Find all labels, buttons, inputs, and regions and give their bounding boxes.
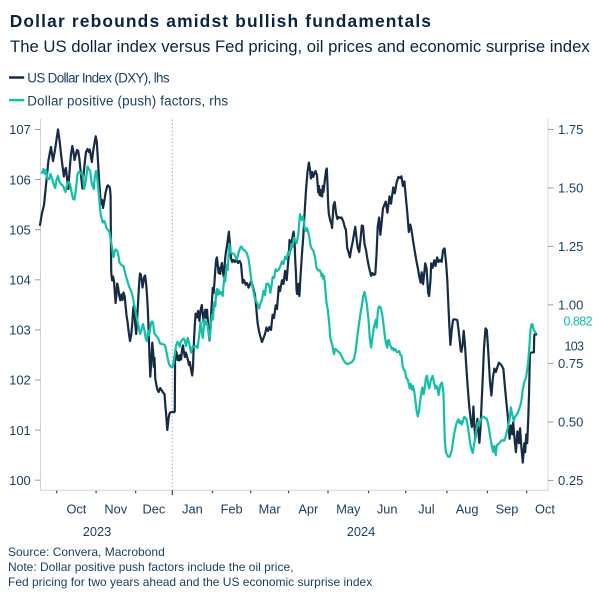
svg-text:0.75: 0.75 bbox=[558, 356, 583, 371]
svg-text:0.882: 0.882 bbox=[564, 314, 593, 328]
svg-text:Feb: Feb bbox=[221, 502, 243, 517]
svg-text:US Dollar Index (DXY), lhs: US Dollar Index (DXY), lhs bbox=[27, 71, 170, 86]
svg-text:0.25: 0.25 bbox=[558, 473, 583, 488]
svg-text:101: 101 bbox=[9, 423, 31, 438]
svg-text:Nov: Nov bbox=[104, 502, 127, 517]
svg-text:0.50: 0.50 bbox=[558, 415, 583, 430]
svg-text:1.50: 1.50 bbox=[558, 181, 583, 196]
svg-text:Jun: Jun bbox=[377, 502, 398, 517]
svg-text:Sep: Sep bbox=[496, 502, 519, 517]
svg-text:105: 105 bbox=[9, 222, 31, 237]
svg-text:Jan: Jan bbox=[182, 502, 203, 517]
svg-text:103: 103 bbox=[9, 323, 31, 338]
svg-text:Oct: Oct bbox=[66, 502, 86, 517]
svg-text:106: 106 bbox=[9, 172, 31, 187]
svg-text:2023: 2023 bbox=[83, 524, 111, 539]
svg-text:May: May bbox=[336, 502, 361, 517]
svg-text:Mar: Mar bbox=[259, 502, 282, 517]
svg-text:100: 100 bbox=[9, 473, 31, 488]
svg-text:1.25: 1.25 bbox=[558, 239, 583, 254]
svg-text:Dec: Dec bbox=[143, 502, 166, 517]
svg-text:1.00: 1.00 bbox=[558, 298, 583, 313]
svg-text:1.75: 1.75 bbox=[558, 122, 583, 137]
svg-text:Fed pricing for two years ahea: Fed pricing for two years ahead and the … bbox=[8, 575, 372, 589]
svg-text:2024: 2024 bbox=[347, 524, 375, 539]
svg-text:102: 102 bbox=[9, 373, 31, 388]
svg-text:Source: Convera, Macrobond: Source: Convera, Macrobond bbox=[8, 545, 165, 559]
svg-text:Jul: Jul bbox=[418, 502, 434, 517]
svg-text:Apr: Apr bbox=[298, 502, 319, 517]
svg-text:103: 103 bbox=[565, 339, 585, 353]
svg-text:107: 107 bbox=[9, 122, 31, 137]
svg-text:Note: Dollar positive push fac: Note: Dollar positive push factors inclu… bbox=[8, 560, 293, 574]
svg-text:Dollar positive (push) factors: Dollar positive (push) factors, rhs bbox=[27, 93, 228, 108]
svg-text:Oct: Oct bbox=[535, 502, 555, 517]
svg-text:Aug: Aug bbox=[456, 502, 479, 517]
svg-text:Dollar rebounds amidst bullish: Dollar rebounds amidst bullish fundament… bbox=[10, 11, 432, 31]
svg-text:The US dollar index versus Fed: The US dollar index versus Fed pricing, … bbox=[10, 37, 590, 56]
svg-text:104: 104 bbox=[9, 273, 31, 288]
